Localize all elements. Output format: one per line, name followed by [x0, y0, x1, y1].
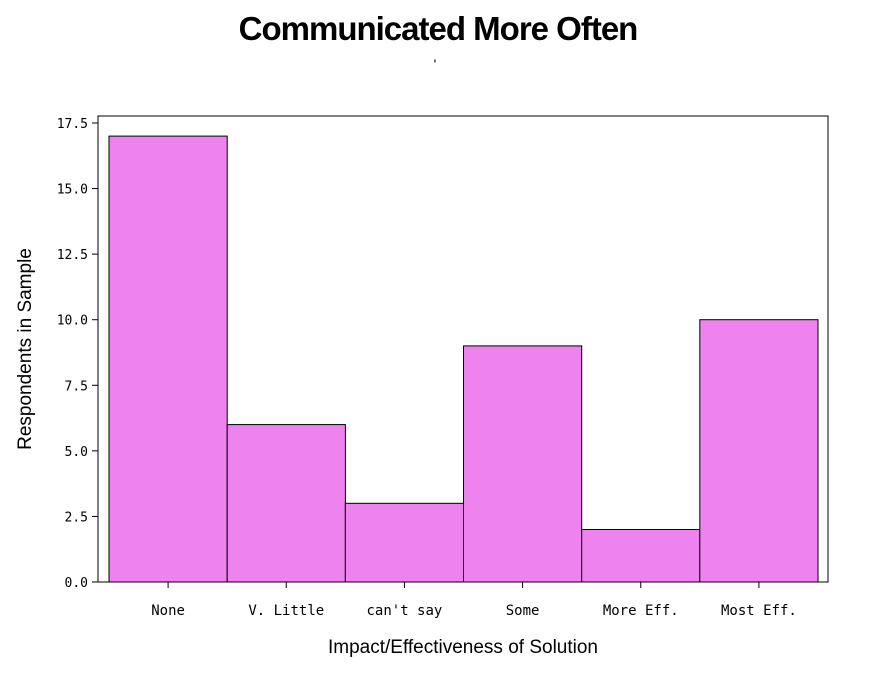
y-axis-label: Respondents in Sample — [15, 248, 36, 450]
bar-5 — [699, 319, 819, 583]
y-tick-label-1: 2.5 — [65, 510, 88, 525]
bar-3 — [463, 345, 583, 583]
y-tick-label-4: 10.0 — [57, 314, 88, 329]
bar-2 — [344, 502, 464, 583]
x-axis-label: Impact/Effectiveness of Solution — [328, 637, 598, 658]
bar-1 — [226, 424, 346, 583]
bar-4 — [581, 529, 701, 583]
y-tick-label-6: 15.0 — [57, 183, 88, 198]
y-tick-label-5: 12.5 — [57, 248, 88, 263]
y-tick-label-3: 7.5 — [65, 379, 88, 394]
chart-subtitle: ' — [433, 56, 437, 72]
y-tick-label-0: 0.0 — [65, 576, 88, 591]
bar-0 — [108, 135, 228, 583]
x-tick-label-3: Some — [506, 603, 540, 619]
x-tick-label-4: More Eff. — [603, 603, 679, 619]
x-tick-label-5: Most Eff. — [721, 603, 797, 619]
bars-group — [108, 135, 819, 583]
x-axis: None V. Little can't say Some More Eff. Most … — [151, 582, 797, 619]
x-tick-label-1: V. Little — [248, 603, 324, 619]
x-tick-label-0: None — [151, 603, 185, 619]
x-tick-label-2: can't say — [366, 603, 442, 619]
plot-frame — [97, 115, 829, 583]
y-axis: 0.0 2.5 5.0 7.5 10.0 12.5 15.0 17.5 — [57, 117, 98, 591]
y-tick-label-7: 17.5 — [57, 117, 88, 132]
chart-title: Communicated More Often — [238, 10, 639, 47]
y-tick-label-2: 5.0 — [65, 445, 88, 460]
